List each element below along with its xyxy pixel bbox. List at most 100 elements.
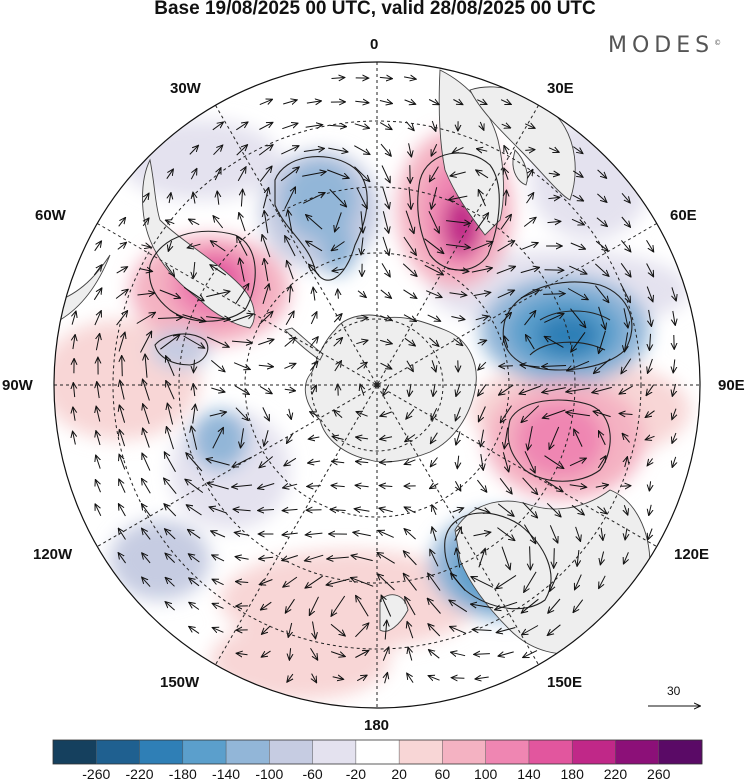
wind-vector [142,194,149,203]
wind-vector [428,574,441,591]
lon-label-90e: 90E [718,377,745,394]
wind-vector [327,169,349,178]
wind-vector [185,479,204,494]
anomaly-low-15w-tail [320,225,356,275]
wind-vector [258,483,275,489]
wind-vector [382,187,389,209]
reference-vector-label: 30 [667,684,681,698]
wind-vector [382,236,389,255]
wind-vector [334,410,343,418]
colorbar-swatch [226,740,270,764]
wind-vector [213,604,224,609]
wind-vector [429,337,438,346]
wind-vector [383,384,390,396]
wind-vector [284,338,296,347]
wind-vector [646,384,655,396]
wind-vector [477,100,486,105]
wind-vector [96,407,100,422]
wind-vector [357,290,366,298]
wind-vector [543,294,565,295]
wind-vector [166,169,173,179]
wind-vector [456,548,459,568]
wind-vector [380,289,391,298]
wind-vector [596,217,607,227]
wind-vector [356,318,368,319]
wind-vector [550,572,559,591]
wind-vector [406,408,415,419]
wind-vector [379,340,392,343]
wind-vector [282,533,298,535]
wind-vector [474,507,490,513]
wind-vector [481,429,484,447]
wind-vector [302,193,325,204]
wind-vector [599,431,606,446]
wind-vector [145,354,147,378]
wind-vector [622,434,630,443]
wind-vector [648,358,653,373]
wind-vector [524,571,537,592]
wind-vector [566,388,590,392]
wind-vector [672,408,676,420]
wind-vector [119,529,126,540]
map-border [53,61,701,709]
wind-vector [575,574,582,590]
wind-vector [117,243,126,250]
wind-vector [526,193,534,204]
wind-vector [504,336,507,348]
wind-vector-field [72,77,676,683]
wind-vector [356,437,369,439]
wind-vector [356,596,369,617]
wind-vector [404,337,415,345]
wind-vector [429,676,440,680]
wind-vector [283,100,297,104]
wind-vector [479,406,486,422]
wind-vector [405,597,416,616]
wind-vector [522,501,538,517]
wind-vector [356,363,367,370]
wind-vector [188,530,201,539]
wind-vector [212,122,223,131]
colorbar-tick-label: -220 [125,766,154,782]
wind-vector [166,381,175,400]
wind-vector [280,167,299,182]
wind-vector [168,240,171,251]
wind-vector [143,218,149,227]
wind-vector [432,360,436,371]
wind-vector [334,361,341,372]
wind-vector [353,532,371,535]
wind-vector [241,190,242,207]
wind-vector [453,146,464,152]
wind-vector [495,601,518,609]
wind-vector [259,456,274,468]
wind-vector [335,212,342,231]
wind-vector [95,504,102,517]
wind-vector [379,508,393,512]
wind-vector [211,388,224,392]
wind-vector [597,456,605,469]
wind-vector [212,428,223,449]
wind-vector [504,427,507,449]
wind-vector [544,314,563,323]
colorbar-tick-label: -140 [212,766,241,782]
colorbar-tick-label: 100 [473,766,498,782]
wind-vector [94,311,101,326]
wind-vector [649,481,650,490]
wind-vector [501,546,510,570]
wind-vector [594,358,611,374]
wind-vector [449,600,468,613]
wind-vector [302,172,326,177]
wind-vector [471,577,494,588]
wind-vector [259,557,274,559]
wind-vector [303,149,324,152]
wind-vector [356,340,367,343]
wind-vector [475,677,489,679]
wind-vector [625,528,627,539]
wind-vector [235,407,248,421]
wind-vector [380,462,393,463]
wind-vector [449,293,467,295]
wind-vector [262,650,271,657]
wind-vector [259,123,272,130]
wind-vector [183,335,205,348]
wind-vector [385,673,388,684]
wind-vector [497,290,514,299]
